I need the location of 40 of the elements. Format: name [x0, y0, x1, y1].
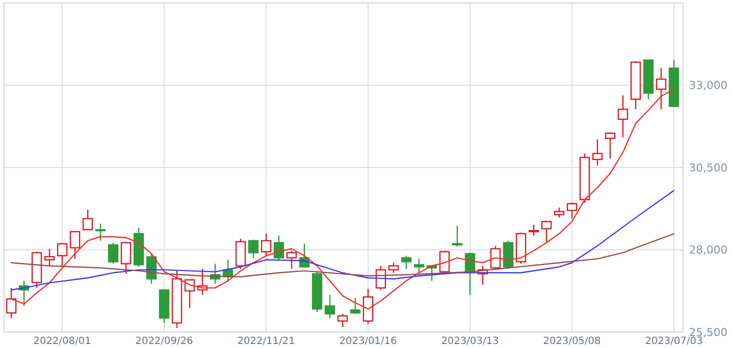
y-tick-label: 33,000: [689, 79, 728, 92]
x-tick-label: 2023/07/03: [645, 336, 703, 347]
candlestick: [6, 287, 16, 319]
candlestick: [260, 233, 272, 256]
candlestick: [554, 207, 564, 218]
line-series: [10, 190, 674, 290]
x-tick-label: 2022/11/21: [237, 336, 295, 347]
candlestick: [592, 138, 603, 166]
y-tick-label: 28,000: [689, 244, 728, 257]
candlestick: [656, 68, 666, 110]
candlestick: [44, 248, 55, 266]
candlestick: [248, 239, 259, 258]
candlestick: [274, 235, 284, 262]
candlestick: [528, 224, 539, 236]
candlestick: [388, 262, 399, 274]
candlestick: [324, 294, 336, 319]
candlestick: [108, 242, 118, 264]
candlestick: [95, 223, 106, 242]
x-tick-label: 2023/03/13: [441, 336, 499, 347]
candlestick: [57, 243, 68, 266]
y-tick-label: 30,500: [689, 161, 728, 174]
candlestick: [401, 255, 412, 270]
x-tick-label: 2022/09/26: [135, 336, 194, 347]
candlestick: [184, 279, 195, 309]
candlestick: [337, 313, 348, 328]
candlestick: [452, 225, 462, 248]
candlestick: [605, 132, 616, 160]
candlestick: [618, 94, 628, 138]
candlestick: [286, 250, 297, 270]
x-tick-label: 2023/01/16: [339, 336, 397, 347]
candlestick: [541, 220, 552, 242]
candlestick: [566, 202, 578, 220]
x-tick-label: 2023/05/08: [543, 336, 601, 347]
candlestick: [120, 241, 132, 274]
x-tick-label: 2022/08/01: [33, 336, 92, 347]
candlestick: [70, 231, 80, 260]
candlestick: [82, 209, 93, 230]
candlestick: [414, 258, 424, 274]
candlestick: [350, 297, 361, 315]
line-series: [10, 233, 674, 278]
